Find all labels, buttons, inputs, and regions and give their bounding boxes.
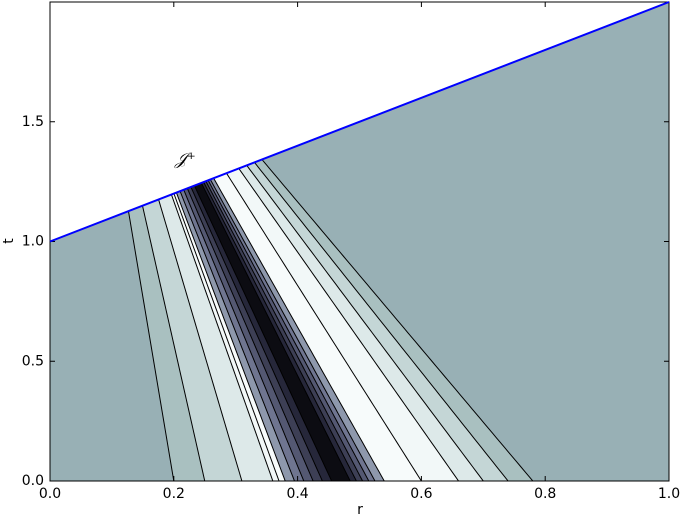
x-tick-label: 0.6 — [410, 486, 432, 502]
y-tick-label: 1.0 — [22, 234, 44, 250]
y-tick-label: 0.5 — [22, 353, 44, 369]
x-axis-label: r — [357, 502, 363, 517]
y-tick-label: 0.0 — [22, 473, 44, 489]
y-axis-label: t — [1, 238, 17, 244]
y-tick-label: 1.5 — [22, 114, 44, 130]
x-tick-label: 1.0 — [658, 486, 680, 502]
x-tick-label: 0.8 — [534, 486, 556, 502]
x-tick-label: 0.2 — [163, 486, 185, 502]
boundary-line — [49, 1, 670, 243]
contour-field — [50, 2, 669, 481]
annotation: 𝒥⁺ — [174, 150, 196, 170]
x-tick-label: 0.0 — [39, 486, 61, 502]
x-tick-label: 0.4 — [286, 486, 308, 502]
